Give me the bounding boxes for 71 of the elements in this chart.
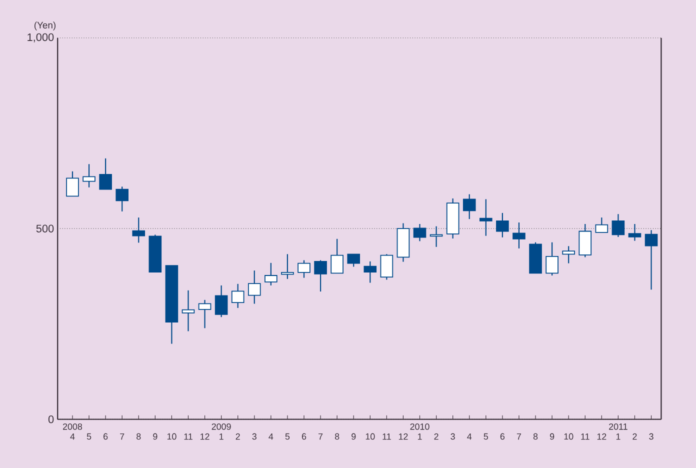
- candlestick: [330, 238, 344, 274]
- candlestick: [612, 213, 625, 238]
- candlestick: [314, 260, 327, 292]
- candlestick: [628, 223, 642, 242]
- x-tick-label: 7: [120, 433, 124, 440]
- x-tick-label: 6: [500, 433, 505, 440]
- candlestick: [99, 158, 112, 190]
- candlestick: [364, 260, 377, 284]
- candlestick: [413, 223, 426, 242]
- candlestick: [462, 194, 476, 220]
- y-tick-label: 0: [48, 415, 54, 424]
- candlestick: [512, 222, 526, 249]
- x-tick-label: 11: [184, 433, 192, 440]
- candlestick: [380, 254, 394, 280]
- candlestick: [480, 198, 492, 236]
- x-tick-label: 2: [434, 433, 438, 440]
- candlestick: [644, 230, 658, 290]
- x-tick-label: 11: [382, 433, 391, 440]
- x-tick-label: 10: [564, 433, 574, 440]
- candlestick: [347, 254, 360, 268]
- x-tick-label: 6: [302, 433, 306, 440]
- candlestick: [298, 260, 310, 278]
- x-tick-label: 9: [550, 433, 554, 440]
- x-tick-label: 2009 1: [212, 423, 231, 440]
- x-tick-label: 10: [167, 433, 176, 440]
- y-tick-label: 1,000: [28, 33, 54, 42]
- x-tick-label: 9: [352, 433, 356, 440]
- candlestick: [248, 270, 261, 304]
- candlestick: [281, 254, 294, 280]
- x-tick-label: 3: [450, 433, 455, 440]
- x-tick-label: 2: [236, 433, 240, 440]
- x-tick-label: 7: [318, 433, 323, 440]
- x-tick-label: 11: [581, 433, 590, 440]
- x-tick-label: 12: [398, 433, 408, 440]
- x-tick-label: 2: [632, 433, 637, 440]
- x-tick-label: 5: [86, 433, 92, 440]
- x-tick-label: 2011 1: [609, 423, 628, 440]
- x-tick-label: 9: [153, 433, 158, 440]
- candlestick: [198, 299, 212, 329]
- candlestick: [231, 283, 244, 308]
- x-tick-label: 12: [597, 433, 606, 440]
- x-tick-label: 4: [268, 433, 274, 440]
- candlestick: [578, 223, 592, 258]
- x-tick-label: 2010 1: [410, 423, 430, 440]
- candlestick: [264, 262, 278, 286]
- x-tick-label: 4: [467, 433, 472, 440]
- x-tick-label: 6: [104, 433, 108, 440]
- x-tick-label: 8: [334, 433, 340, 440]
- candlestick: [66, 170, 79, 197]
- candlestick: [182, 290, 195, 332]
- x-tick-label: 3: [252, 433, 256, 440]
- candlestick: [214, 284, 228, 318]
- x-tick-label: 8: [533, 433, 538, 440]
- candlestick: [562, 246, 575, 264]
- candlestick: [116, 186, 128, 212]
- candlestick: [82, 164, 96, 188]
- x-tick-label: 3: [649, 433, 654, 440]
- candlestick: [496, 212, 509, 238]
- candlestick: [595, 216, 608, 233]
- x-tick-label: 5: [484, 433, 488, 440]
- candlestick: [546, 242, 558, 276]
- x-tick-label: 7: [516, 433, 522, 440]
- candlestick: [132, 216, 146, 244]
- x-tick-label: 2008 4: [63, 423, 82, 440]
- candlestick: [430, 226, 443, 248]
- y-tick-label: 500: [36, 224, 54, 232]
- x-tick-label: 8: [136, 433, 141, 440]
- x-tick-label: 10: [366, 433, 375, 440]
- x-tick-label: 12: [200, 433, 210, 440]
- y-axis-title: (Yen): [34, 22, 56, 30]
- x-tick-label: 5: [285, 433, 290, 440]
